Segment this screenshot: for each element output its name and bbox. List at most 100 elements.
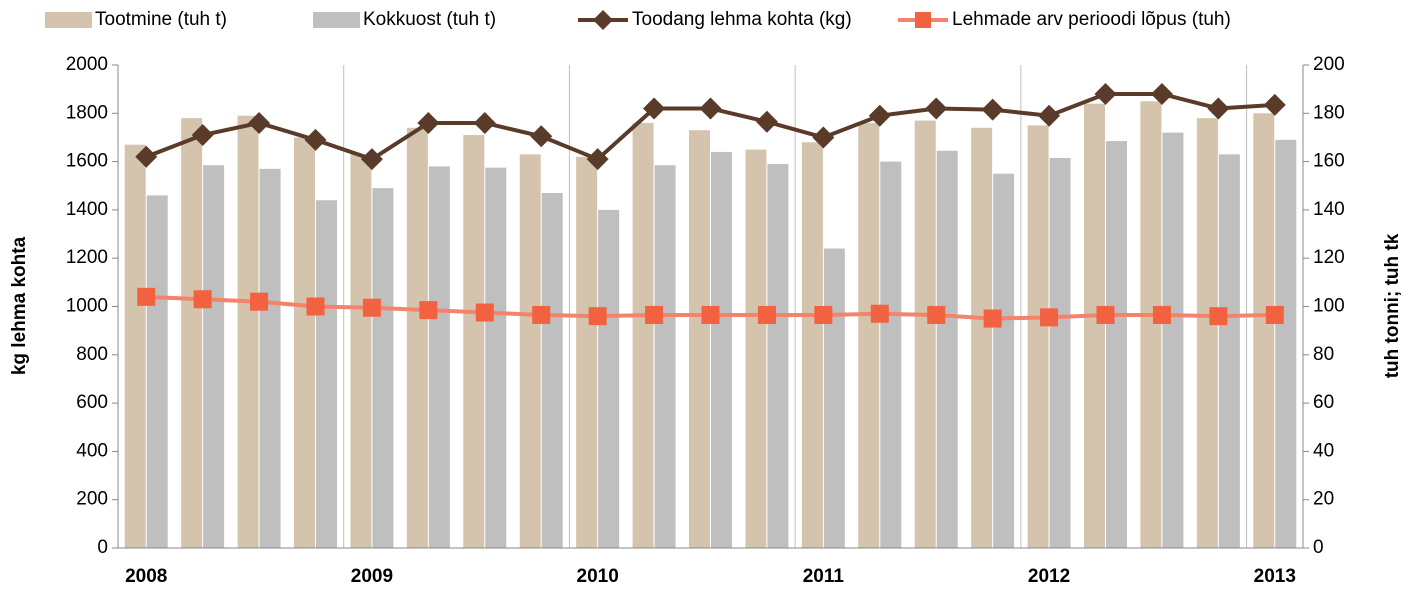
line-marker bbox=[532, 305, 551, 324]
bar bbox=[316, 200, 337, 549]
bar bbox=[858, 122, 880, 549]
bar bbox=[576, 156, 598, 548]
line-marker bbox=[1265, 305, 1284, 324]
x-tick-label: 2008 bbox=[125, 566, 167, 587]
line-marker bbox=[586, 148, 609, 171]
line-marker bbox=[250, 292, 269, 311]
bar bbox=[1084, 103, 1105, 548]
y-tick-label: 800 bbox=[76, 344, 108, 365]
legend-label: Lehmade arv perioodi lõpus (tuh) bbox=[952, 9, 1231, 30]
x-tick-label: 2009 bbox=[351, 566, 393, 587]
y2-tick-label: 60 bbox=[1313, 392, 1334, 413]
y-tick-label: 1800 bbox=[66, 102, 108, 123]
line-marker bbox=[981, 98, 1004, 121]
bar bbox=[1049, 157, 1071, 549]
line-marker bbox=[1209, 307, 1228, 326]
bar bbox=[801, 142, 823, 548]
bar bbox=[294, 137, 315, 548]
line-marker bbox=[530, 125, 553, 148]
line-marker bbox=[868, 104, 891, 127]
y-tick-label: 600 bbox=[76, 392, 108, 413]
line-marker bbox=[699, 97, 722, 120]
line-marker bbox=[475, 303, 494, 322]
y2-tick-label: 0 bbox=[1313, 537, 1324, 558]
line-marker bbox=[137, 287, 156, 306]
x-tick-label: 2013 bbox=[1254, 566, 1296, 587]
line-marker bbox=[1152, 305, 1171, 324]
bar bbox=[914, 120, 936, 549]
line-marker bbox=[191, 124, 214, 147]
legend-label: Tootmine (tuh t) bbox=[95, 9, 227, 30]
bar bbox=[350, 154, 372, 549]
line-marker bbox=[1038, 104, 1061, 127]
bar bbox=[598, 209, 620, 548]
legend-swatch bbox=[45, 12, 92, 28]
bar bbox=[485, 167, 507, 548]
y2-tick-label: 20 bbox=[1313, 489, 1334, 510]
line-marker bbox=[1150, 82, 1173, 105]
y-tick-label: 2000 bbox=[66, 54, 108, 75]
y-tick-label: 1600 bbox=[66, 151, 108, 172]
line-marker bbox=[1094, 82, 1117, 105]
line-marker bbox=[983, 309, 1002, 328]
bar bbox=[1218, 154, 1240, 549]
y-tick-label: 1000 bbox=[66, 296, 108, 317]
x-tick-label: 2010 bbox=[577, 566, 619, 587]
bar bbox=[203, 165, 225, 548]
y2-tick-label: 180 bbox=[1313, 102, 1345, 123]
bar bbox=[1275, 139, 1297, 549]
bar bbox=[146, 195, 168, 548]
line-marker bbox=[362, 298, 381, 317]
x-tick-label: 2011 bbox=[803, 566, 845, 587]
y2-tick-label: 80 bbox=[1313, 344, 1334, 365]
bar bbox=[711, 151, 732, 548]
line-marker bbox=[1096, 305, 1115, 324]
legend-label: Kokkuost (tuh t) bbox=[363, 9, 496, 30]
line-marker bbox=[417, 111, 440, 134]
bar bbox=[372, 188, 394, 549]
line-marker bbox=[757, 305, 776, 324]
y2-tick-label: 40 bbox=[1313, 440, 1334, 461]
bar bbox=[181, 118, 203, 548]
y-tick-label: 1200 bbox=[66, 247, 108, 268]
bar bbox=[1140, 101, 1162, 548]
line-marker bbox=[588, 307, 607, 326]
bar bbox=[654, 165, 676, 548]
bar bbox=[632, 122, 654, 549]
bar bbox=[1196, 118, 1218, 548]
line-marker bbox=[925, 97, 948, 120]
line-marker bbox=[248, 111, 271, 134]
y-tick-label: 400 bbox=[76, 440, 108, 461]
y-axis-label: kg lehma kohta bbox=[9, 236, 30, 375]
bar bbox=[124, 144, 146, 548]
bar bbox=[745, 149, 767, 548]
line-marker bbox=[473, 111, 496, 134]
line-marker bbox=[755, 110, 778, 133]
line-marker bbox=[304, 128, 327, 151]
line-marker bbox=[193, 290, 212, 309]
line-marker bbox=[135, 145, 158, 168]
bar bbox=[1162, 132, 1184, 548]
bar bbox=[1106, 141, 1127, 548]
y2-tick-label: 100 bbox=[1313, 296, 1345, 317]
bar bbox=[259, 168, 281, 548]
line-marker bbox=[814, 305, 833, 324]
line-marker bbox=[1040, 308, 1059, 327]
line-marker bbox=[1207, 97, 1230, 120]
bar bbox=[971, 127, 993, 548]
bar bbox=[237, 115, 259, 548]
line-marker bbox=[870, 304, 889, 323]
line-marker bbox=[1263, 93, 1286, 116]
line-marker bbox=[927, 305, 946, 324]
line-marker bbox=[419, 301, 438, 320]
bar bbox=[936, 150, 958, 549]
bar bbox=[767, 164, 789, 548]
line-marker bbox=[812, 126, 835, 149]
y2-axis-label: tuh tonni; tuh tk bbox=[1382, 233, 1403, 378]
y-tick-label: 0 bbox=[97, 537, 108, 558]
y2-tick-label: 160 bbox=[1313, 151, 1345, 172]
bar bbox=[689, 130, 710, 548]
bar bbox=[428, 166, 450, 548]
bar bbox=[541, 192, 563, 548]
